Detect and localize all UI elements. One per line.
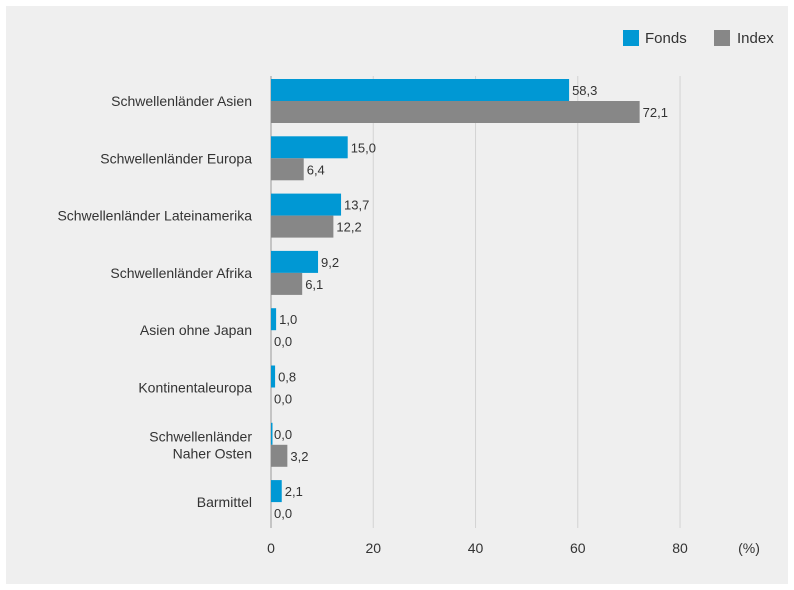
x-axis-unit: (%) <box>738 540 760 556</box>
bar-fonds <box>271 308 277 331</box>
category-label: Schwellenländer Asien <box>111 93 252 109</box>
data-label-fonds: 58,3 <box>572 83 597 98</box>
x-tick-label: 40 <box>468 540 484 556</box>
category-label: Schwellenländer Afrika <box>110 265 252 281</box>
bar-index <box>271 444 288 467</box>
x-tick-label: 80 <box>672 540 688 556</box>
bar-fonds <box>271 422 273 445</box>
bar-index <box>271 158 304 181</box>
category-label: Schwellenländer Europa <box>100 150 252 166</box>
legend-swatch-fonds <box>623 30 639 46</box>
bar-fonds <box>271 193 342 216</box>
category-labels: Schwellenländer Asien Schwellenländer Eur… <box>57 93 252 510</box>
data-label-fonds: 0,8 <box>278 370 296 385</box>
data-label-fonds: 9,2 <box>321 255 339 270</box>
data-label-fonds: 0,0 <box>274 427 292 442</box>
category-label: Schwellenländer Naher Osten <box>149 428 252 461</box>
data-label-fonds: 2,1 <box>285 484 303 499</box>
bar-index <box>271 215 334 238</box>
bar-index <box>271 272 303 295</box>
legend: Fonds Index <box>623 30 774 47</box>
legend-label-index: Index <box>737 30 774 47</box>
category-label: Barmittel <box>197 494 252 510</box>
value-labels: 58,3 72,1 15,0 6,4 13,7 12,2 9,2 6,1 1,0 0,0 0,8 0,… <box>274 83 668 521</box>
data-label-index: 72,1 <box>643 105 668 120</box>
bar-index <box>271 101 640 123</box>
bar-fonds <box>271 250 319 273</box>
category-label: Asien ohne Japan <box>140 322 252 338</box>
legend-label-fonds: Fonds <box>645 30 687 47</box>
bar-chart: 58,3 72,1 15,0 6,4 13,7 12,2 9,2 6,1 1,0 0,0 0,8 0,… <box>57 30 774 556</box>
bar-fonds <box>271 79 570 101</box>
legend-swatch-index <box>714 30 730 46</box>
data-label-index: 6,1 <box>305 277 323 292</box>
data-label-index: 0,0 <box>274 334 292 349</box>
data-label-index: 6,4 <box>307 162 325 177</box>
data-label-fonds: 15,0 <box>351 140 376 155</box>
bars <box>271 79 640 503</box>
data-label-index: 12,2 <box>336 220 361 235</box>
bar-fonds <box>271 480 282 503</box>
chart-panel: 58,3 72,1 15,0 6,4 13,7 12,2 9,2 6,1 1,0 0,0 0,8 0,… <box>6 6 788 584</box>
bar-fonds <box>271 365 276 388</box>
x-axis-tick-labels: 0 20 40 60 80 <box>267 540 688 556</box>
x-tick-label: 60 <box>570 540 586 556</box>
data-label-fonds: 1,0 <box>279 312 297 327</box>
data-label-index: 0,0 <box>274 506 292 521</box>
data-label-fonds: 13,7 <box>344 198 369 213</box>
x-tick-label: 0 <box>267 540 275 556</box>
data-label-index: 3,2 <box>290 449 308 464</box>
bar-fonds <box>271 136 348 159</box>
category-label: Schwellenländer Lateinamerika <box>57 208 252 224</box>
x-tick-label: 20 <box>365 540 381 556</box>
category-label: Kontinentaleuropa <box>138 380 252 396</box>
data-label-index: 0,0 <box>274 392 292 407</box>
